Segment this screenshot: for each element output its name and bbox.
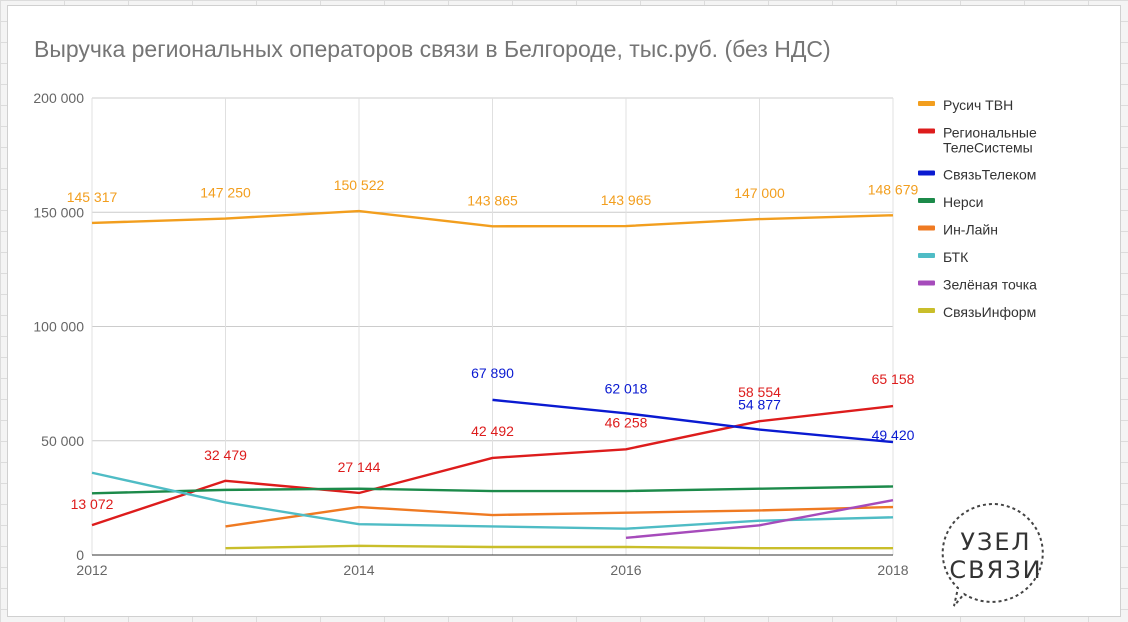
legend-swatch: [918, 101, 935, 106]
series-lines: [91, 209, 894, 550]
data-label: 58 554: [738, 384, 781, 400]
x-tick-label: 2012: [76, 562, 107, 578]
data-label: 13 072: [71, 496, 114, 512]
series-line: [91, 471, 894, 530]
data-label: 46 258: [605, 414, 648, 430]
data-labels: 145 317 147 250 150 522 143 865 143 965 147 0…: [67, 177, 919, 512]
y-tick-label: 50 000: [41, 433, 84, 449]
data-label: 143 865: [467, 192, 518, 208]
legend-label: Нерси: [943, 194, 984, 210]
legend-swatch: [918, 170, 935, 176]
y-tick-label: 150 000: [33, 204, 84, 220]
data-label: 147 000: [734, 185, 785, 201]
logo-line-1: УЗЕЛ: [960, 528, 1031, 556]
data-label: 65 158: [872, 371, 915, 387]
data-label: 147 250: [200, 185, 251, 201]
chart-title: Выручка региональных операторов связи в …: [34, 36, 831, 62]
data-label: 54 877: [738, 397, 781, 413]
y-tick-label: 200 000: [33, 90, 84, 106]
data-label: 27 144: [338, 459, 381, 475]
x-tick-label: 2016: [610, 562, 641, 578]
series-line: [492, 398, 894, 444]
legend-label: Зелёная точка: [943, 277, 1037, 293]
x-tick-label: 2018: [877, 562, 908, 578]
axes: 0 50 000 100 000 150 000 200 000 2012 2014 2016…: [33, 90, 908, 578]
legend-label: СвязьТелеком: [943, 167, 1036, 183]
legend-swatch: [918, 308, 935, 313]
legend-label: СвязьИнформ: [943, 304, 1036, 320]
data-label: 42 492: [471, 423, 514, 439]
series-line: [91, 209, 894, 228]
series-line: [625, 498, 894, 540]
legend-label: Русич ТВН: [943, 97, 1013, 113]
data-label: 148 679: [868, 181, 919, 197]
data-label: 143 965: [601, 192, 652, 208]
series-line: [225, 505, 894, 528]
series-line: [225, 544, 893, 550]
data-label: 145 317: [67, 189, 118, 205]
legend-label: БТК: [943, 249, 969, 265]
y-tick-label: 100 000: [33, 319, 84, 335]
line-chart: 0 50 000 100 000 150 000 200 000 2012 2014 2016…: [33, 90, 1037, 578]
legend-swatch: [918, 198, 935, 203]
chart-card[interactable]: Выручка региональных операторов связи в …: [8, 6, 1120, 616]
legend-swatch: [918, 253, 935, 258]
legend-label: Региональные: [943, 125, 1037, 141]
legend-label: ТелеСистемы: [943, 140, 1033, 156]
y-tick-label: 0: [76, 547, 84, 563]
data-label: 150 522: [334, 177, 385, 193]
data-label: 62 018: [605, 380, 648, 396]
data-label: 32 479: [204, 447, 247, 463]
uzel-svyazi-logo: УЗЕЛ СВЯЗИ: [941, 502, 1044, 607]
series-line: [91, 485, 894, 495]
data-label: 67 890: [471, 365, 514, 381]
series-line: [91, 404, 894, 527]
legend-swatch: [918, 280, 935, 286]
legend-label: Ин-Лайн: [943, 222, 998, 238]
data-label: 49 420: [872, 427, 915, 443]
legend-swatch: [918, 128, 935, 134]
logo-line-2: СВЯЗИ: [949, 556, 1042, 584]
legend-swatch: [918, 225, 935, 231]
grid-lines: [91, 97, 894, 555]
x-tick-label: 2014: [343, 562, 374, 578]
